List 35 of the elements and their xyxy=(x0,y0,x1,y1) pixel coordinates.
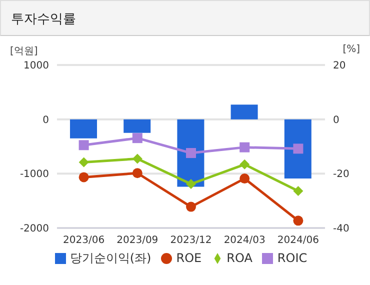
point xyxy=(293,144,304,154)
point xyxy=(78,172,89,182)
point xyxy=(78,140,89,150)
point xyxy=(132,154,142,164)
y-tick-label: -1000 xyxy=(20,169,49,180)
y2-tick-label: 20 xyxy=(333,60,346,72)
point xyxy=(132,168,142,178)
y-tick-label: 1000 xyxy=(24,60,49,72)
y-axis-title: [억원] xyxy=(10,45,38,58)
point xyxy=(240,159,250,170)
point xyxy=(132,133,142,144)
x-tick-label: 2023/06 xyxy=(63,235,105,246)
point xyxy=(240,174,250,184)
point xyxy=(186,148,196,158)
point xyxy=(78,157,89,168)
point xyxy=(186,202,196,212)
legend-label: ROA xyxy=(226,251,252,265)
y2-tick-label: -40 xyxy=(333,224,350,235)
x-tick-label: 2023/09 xyxy=(116,235,158,246)
y-tick-label: 0 xyxy=(42,114,49,126)
point xyxy=(293,186,304,196)
y2-tick-label: 0 xyxy=(333,114,340,126)
legend-label: 당기순이익(좌) xyxy=(70,251,152,265)
y2-axis-title: [%] xyxy=(342,44,360,55)
point xyxy=(293,216,304,226)
point xyxy=(240,142,250,152)
x-tick-label: 2024/03 xyxy=(224,235,266,246)
x-tick-label: 2023/12 xyxy=(170,235,212,246)
point xyxy=(186,178,196,189)
legend-label: ROIC xyxy=(277,251,308,265)
chart-title: 투자수익률 xyxy=(11,11,76,28)
legend-label: ROE xyxy=(176,251,202,265)
x-tick-label: 2024/06 xyxy=(277,235,319,246)
y-tick-label: -2000 xyxy=(20,224,49,235)
y2-tick-label: -20 xyxy=(333,169,350,180)
